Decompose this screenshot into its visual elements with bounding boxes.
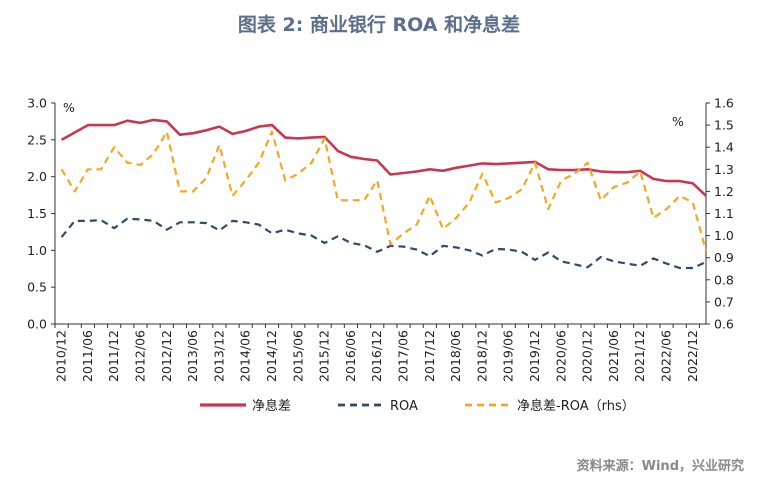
x-tick-label: 2018/12: [474, 330, 489, 382]
left-tick-label: 1.5: [27, 206, 47, 221]
legend-label-3: 净息差-ROA（rhs）: [517, 398, 635, 414]
series-line-2: [60, 217, 707, 270]
x-tick-label: 2021/06: [606, 330, 621, 382]
x-tick-label: 2017/12: [422, 330, 437, 382]
x-tick-label: 2022/06: [659, 330, 674, 382]
right-tick-label: 1.1: [714, 206, 734, 221]
left-tick-label: 1.0: [27, 243, 47, 258]
x-tick-label: 2015/12: [317, 330, 332, 382]
x-tick-label: 2014/12: [264, 330, 279, 382]
legend-label-1: 净息差: [252, 398, 291, 414]
x-tick-label: 2011/12: [106, 330, 121, 382]
left-unit-label: %: [63, 100, 75, 115]
right-tick-label: 1.5: [714, 118, 734, 133]
x-tick-label: 2020/12: [580, 330, 595, 382]
right-tick-label: 1.2: [714, 184, 734, 199]
x-tick-label: 2021/12: [632, 330, 647, 382]
right-tick-label: 0.9: [714, 250, 734, 265]
left-tick-label: 2.5: [27, 132, 47, 147]
left-tick-label: 2.0: [27, 169, 47, 184]
x-tick-label: 2012/06: [132, 330, 147, 382]
source-note: 资料来源：Wind，兴业研究: [576, 459, 744, 474]
left-tick-label: 0.0: [27, 317, 47, 332]
series-line-1: [60, 118, 707, 197]
x-tick-label: 2011/06: [80, 330, 95, 382]
x-tick-label: 2017/06: [396, 330, 411, 382]
right-unit-label: %: [672, 114, 684, 129]
right-tick-label: 1.4: [714, 140, 734, 155]
x-tick-label: 2013/12: [211, 330, 226, 382]
x-tick-label: 2019/12: [527, 330, 542, 382]
right-tick-label: 1.0: [714, 228, 734, 243]
x-tick-label: 2020/06: [553, 330, 568, 382]
x-tick-label: 2016/12: [369, 330, 384, 382]
x-tick-label: 2010/12: [54, 330, 69, 382]
right-tick-label: 0.7: [714, 294, 734, 309]
left-tick-label: 3.0: [27, 96, 47, 111]
left-tick-label: 0.5: [27, 280, 47, 295]
right-tick-label: 1.6: [714, 96, 734, 111]
x-tick-label: 2015/06: [290, 330, 305, 382]
right-tick-label: 0.8: [714, 272, 734, 287]
x-tick-label: 2012/12: [159, 330, 174, 382]
x-tick-label: 2016/06: [343, 330, 358, 382]
x-tick-label: 2014/06: [238, 330, 253, 382]
x-tick-label: 2018/06: [448, 330, 463, 382]
x-tick-label: 2013/06: [185, 330, 200, 382]
x-tick-label: 2019/06: [501, 330, 516, 382]
axes: 0.0 0.5 1.0 1.5 2.0 2.5 3.0 0.6 0.7 0.8 0.9 1.0 1.1 1…: [27, 96, 734, 382]
series-line-3: [60, 130, 708, 252]
legend-label-2: ROA: [390, 399, 418, 414]
legend: 净息差 ROA 净息差-ROA（rhs）: [200, 398, 635, 414]
x-tick-label: 2022/12: [685, 330, 700, 382]
series-lines: [60, 118, 708, 270]
right-tick-label: 1.3: [714, 162, 734, 177]
right-tick-label: 0.6: [714, 317, 734, 332]
chart-title: 图表 2: 商业银行 ROA 和净息差: [237, 14, 521, 36]
